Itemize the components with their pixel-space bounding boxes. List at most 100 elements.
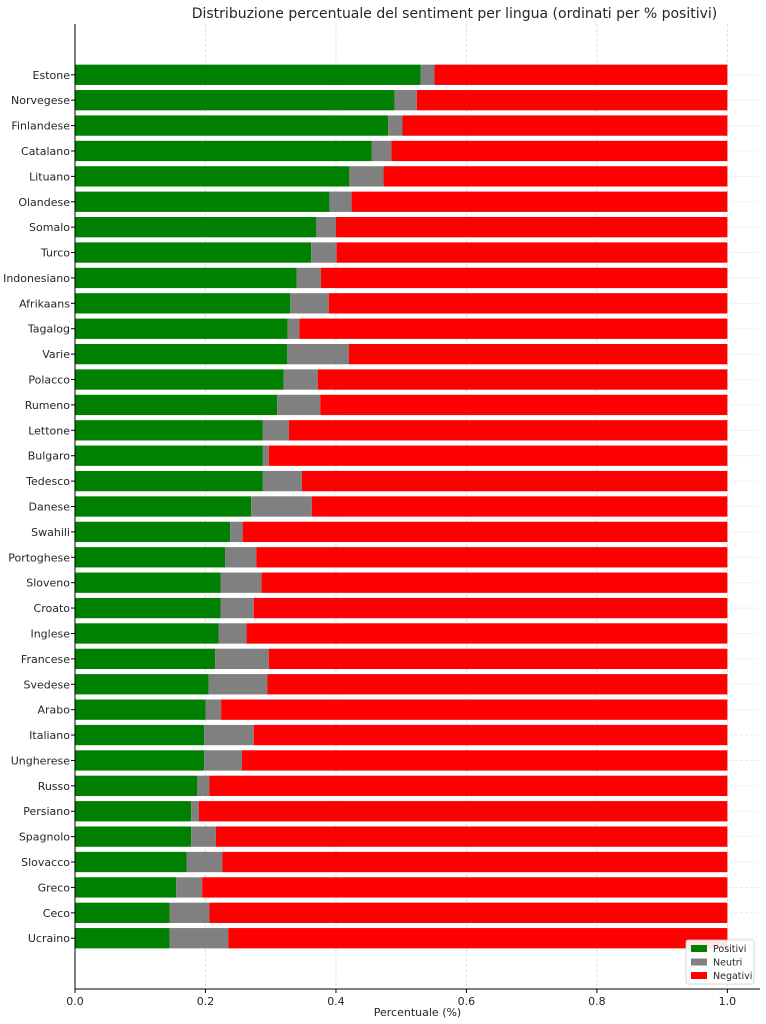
bar-lituano-negativi <box>383 166 728 187</box>
y-tick-label: Swahili <box>31 526 70 539</box>
y-tick-label: Lituano <box>29 170 70 183</box>
legend: Positivi Neutri Negativi <box>685 939 755 985</box>
bar-francese-positivi <box>75 648 216 670</box>
y-tick-label: Afrikaans <box>19 297 70 310</box>
bar-greco-negativi <box>202 877 728 898</box>
bar-lettone-neutri <box>262 420 289 441</box>
bar-tagalog-positivi <box>75 318 288 339</box>
bar-turco-neutri <box>311 242 337 263</box>
bar-danese-negativi <box>311 496 728 517</box>
bar-olandese-neutri <box>329 191 352 212</box>
bar-portoghese-neutri <box>225 547 257 568</box>
y-tick-label: Arabo <box>37 704 70 717</box>
x-tick-label: 0.6 <box>458 995 476 1008</box>
y-tick-label: Polacco <box>28 374 70 387</box>
bar-persiano-neutri <box>191 801 199 822</box>
y-tick-label: Svedese <box>23 678 70 691</box>
bar-italiano-neutri <box>204 724 254 746</box>
bar-italiano-negativi <box>253 724 728 746</box>
bar-ucraino-neutri <box>169 928 229 949</box>
y-tick-label: Rumeno <box>25 399 71 412</box>
bar-sloveno-positivi <box>75 572 221 593</box>
legend-swatch-neutri <box>691 958 707 966</box>
bar-persiano-negativi <box>198 801 728 822</box>
x-tick-label: 0.0 <box>66 995 84 1008</box>
bar-greco-positivi <box>75 877 177 898</box>
bar-danese-neutri <box>251 496 312 517</box>
bar-varie-neutri <box>287 343 349 365</box>
y-tick-label: Lettone <box>28 424 70 437</box>
bar-rumeno-neutri <box>277 394 321 416</box>
bar-russo-positivi <box>75 775 197 796</box>
legend-swatch-negativi <box>691 972 707 979</box>
bar-greco-neutri <box>176 877 203 898</box>
bar-indonesiano-negativi <box>320 267 728 289</box>
bar-svedese-negativi <box>267 674 728 695</box>
bar-estone-negativi <box>434 64 728 85</box>
bar-croato-negativi <box>253 597 728 619</box>
bar-ungherese-negativi <box>242 750 728 771</box>
y-tick-label: Russo <box>38 780 71 793</box>
bar-spagnolo-neutri <box>191 826 216 847</box>
bar-russo-neutri <box>196 775 210 796</box>
y-tick-label: Sloveno <box>26 577 70 590</box>
y-tick-label: Inglese <box>30 627 70 640</box>
bar-lituano-positivi <box>75 166 349 187</box>
axes: Estone Norvegese Finlandese Catalano Lituano… <box>3 24 760 1008</box>
bar-ungherese-positivi <box>75 750 205 771</box>
bar-swahili-negativi <box>242 521 728 543</box>
bar-somalo-positivi <box>75 217 317 238</box>
bar-turco-positivi <box>75 242 312 263</box>
bar-croato-neutri <box>220 597 254 619</box>
bar-ceco-neutri <box>169 902 210 923</box>
x-tick-label: 0.8 <box>588 995 606 1008</box>
bar-inglese-negativi <box>246 623 728 644</box>
y-tick-label: Slovacco <box>21 856 70 869</box>
bar-somalo-neutri <box>316 217 336 238</box>
x-axis-label: Percentuale (%) <box>374 1006 461 1019</box>
y-tick-label: Bulgaro <box>28 450 71 463</box>
bar-norvegese-positivi <box>75 90 395 111</box>
bar-bulgaro-positivi <box>75 445 263 466</box>
bar-slovacco-neutri <box>186 851 223 873</box>
bar-somalo-negativi <box>335 217 728 238</box>
y-tick-label: Catalano <box>21 145 70 158</box>
bar-finlandese-neutri <box>388 115 403 136</box>
bar-sloveno-neutri <box>220 572 262 593</box>
bar-polacco-negativi <box>317 369 728 390</box>
bar-afrikaans-positivi <box>75 293 291 314</box>
bar-olandese-positivi <box>75 191 330 212</box>
y-tick-label: Spagnolo <box>19 831 70 844</box>
bar-tagalog-neutri <box>287 318 300 339</box>
y-tick-label: Turco <box>40 247 70 260</box>
x-tick-label: 0.4 <box>327 995 345 1008</box>
y-tick-label: Danese <box>29 501 71 514</box>
y-tick-label: Olandese <box>18 196 70 209</box>
bar-svedese-neutri <box>208 674 268 695</box>
bar-catalano-positivi <box>75 140 372 162</box>
bar-svedese-positivi <box>75 674 209 695</box>
bar-catalano-neutri <box>371 140 392 162</box>
bar-portoghese-positivi <box>75 547 226 568</box>
bar-slovacco-negativi <box>222 851 728 873</box>
bar-ungherese-neutri <box>204 750 243 771</box>
bar-afrikaans-negativi <box>328 293 728 314</box>
bar-indonesiano-neutri <box>296 267 321 289</box>
bar-swahili-neutri <box>230 521 243 543</box>
bar-norvegese-neutri <box>394 90 417 111</box>
bar-ucraino-negativi <box>228 928 728 949</box>
bar-francese-negativi <box>268 648 728 670</box>
bar-arabo-neutri <box>205 699 222 720</box>
bar-sloveno-negativi <box>261 572 728 593</box>
y-tick-label: Francese <box>21 653 70 666</box>
y-tick-label: Persiano <box>23 805 70 818</box>
y-tick-label: Tagalog <box>27 323 70 336</box>
bar-spagnolo-positivi <box>75 826 192 847</box>
bar-catalano-negativi <box>391 140 728 162</box>
chart-title: Distribuzione percentuale del sentiment … <box>192 6 718 22</box>
bar-inglese-positivi <box>75 623 219 644</box>
y-tick-label: Finlandese <box>11 120 70 133</box>
bar-tagalog-negativi <box>299 318 728 339</box>
bar-polacco-neutri <box>283 369 318 390</box>
